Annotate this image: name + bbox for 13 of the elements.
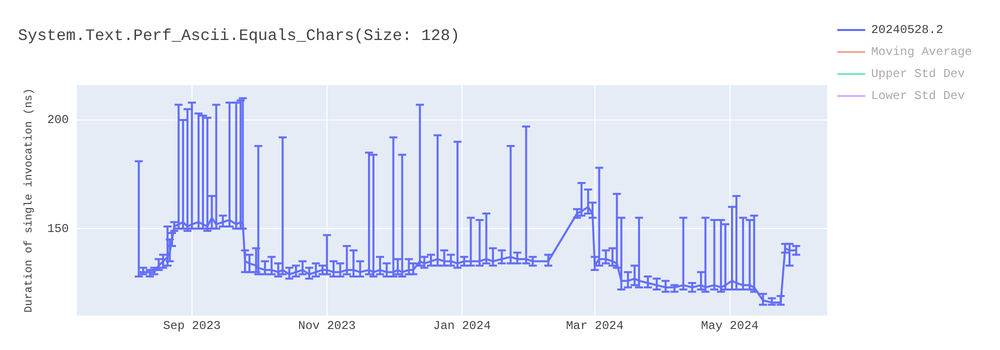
x-tick-label: Mar 2024 xyxy=(566,318,624,333)
legend-label: Moving Average xyxy=(871,45,972,60)
y-axis-title: Duration of single invocation (ns) xyxy=(24,88,36,313)
legend-label: Lower Std Dev xyxy=(871,89,965,104)
x-tick-label: Nov 2023 xyxy=(298,318,356,333)
chart-title: System.Text.Perf_Ascii.Equals_Chars(Size: 128) xyxy=(18,26,460,45)
y-tick-label: 150 xyxy=(47,222,69,236)
legend-label: 20240528.2 xyxy=(871,23,944,38)
legend-label: Upper Std Dev xyxy=(871,67,965,82)
x-tick-label: Jan 2024 xyxy=(433,318,491,333)
y-tick-label: 200 xyxy=(47,113,69,128)
x-tick-label: May 2024 xyxy=(700,318,759,333)
x-tick-label: Sep 2023 xyxy=(163,318,221,333)
